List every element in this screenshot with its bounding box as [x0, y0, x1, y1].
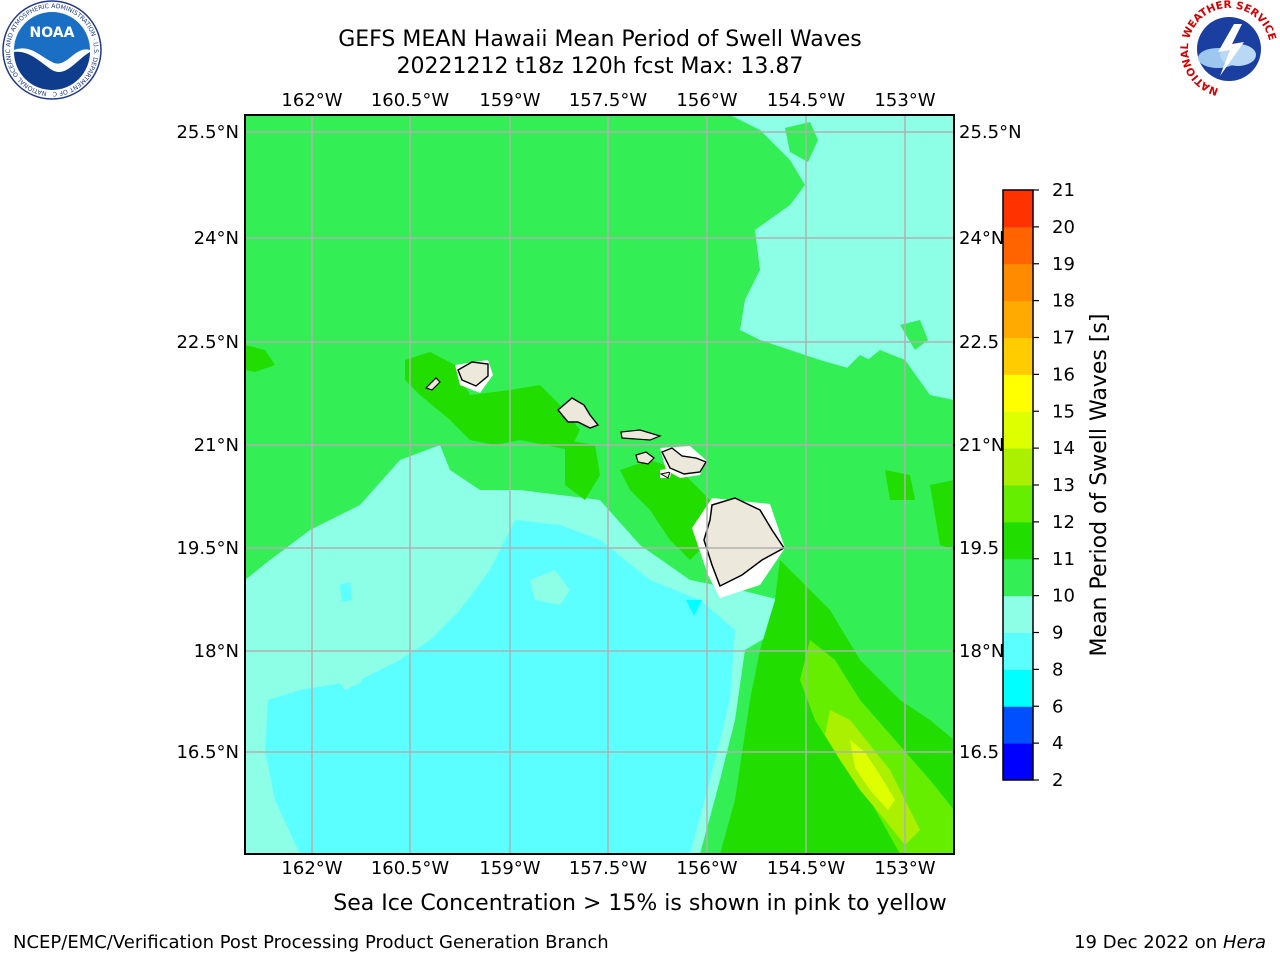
lon-tick-top: 156°W — [676, 90, 737, 111]
colorbar-swatch — [1003, 521, 1033, 560]
colorbar-swatch — [1003, 337, 1033, 375]
lon-tick-bottom: 160.5°W — [371, 858, 450, 879]
colorbar-swatch — [1003, 226, 1033, 265]
lat-tick-left: 25.5°N — [176, 122, 239, 143]
lat-tick-right: 21°N — [959, 435, 1004, 456]
lon-tick-top: 154.5°W — [767, 90, 846, 111]
lat-labels-right: 25.5°N 24°N 22.5 21°N 19.5 18°N 16.5 — [959, 122, 1022, 763]
lat-tick-left: 18°N — [194, 641, 239, 662]
lat-tick-left: 21°N — [194, 435, 239, 456]
maui-island — [661, 447, 708, 475]
lon-tick-bottom: 159°W — [479, 858, 540, 879]
colorbar-tick-label: 12 — [1052, 512, 1075, 533]
nws-logo: NATIONAL WEATHER SERVICE — [1179, 0, 1278, 98]
period-12-13-region — [800, 640, 954, 854]
lon-labels-bottom: 162°W 160.5°W 159°W 157.5°W 156°W 154.5°… — [281, 858, 935, 879]
colorbar-tick-label: 2 — [1052, 770, 1063, 791]
colorbar-tick-label: 21 — [1052, 180, 1075, 201]
colorbar-swatch — [1003, 595, 1033, 633]
big-island — [703, 497, 786, 588]
lon-tick-bottom: 156°W — [676, 858, 737, 879]
map-frame — [244, 114, 955, 855]
graticule — [245, 115, 954, 854]
oahu-island — [557, 397, 600, 429]
colorbar-tick-label: 18 — [1052, 291, 1075, 312]
kauai-island — [457, 361, 489, 387]
colorbar-tick-label: 8 — [1052, 659, 1063, 680]
colorbar: 2 4 6 8 9 10 11 12 13 14 15 16 17 18 19 20 21 — [1002, 180, 1075, 791]
molokai-island — [620, 429, 662, 441]
noaa-logo: NATIONAL OCEANIC AND ATMOSPHERIC ADMINIS… — [0, 0, 102, 100]
noaa-logo-text: NOAA — [30, 25, 75, 41]
colorbar-swatch — [1003, 706, 1033, 744]
lanai-island — [635, 451, 655, 465]
colorbar-tick-label: 17 — [1052, 328, 1075, 349]
lon-tick-bottom: 153°W — [874, 858, 935, 879]
colorbar-swatch — [1003, 374, 1033, 412]
niihau-island — [424, 377, 441, 391]
lon-tick-top: 159°W — [479, 90, 540, 111]
lon-labels-top: 162°W 160.5°W 159°W 157.5°W 156°W 154.5°… — [281, 90, 935, 111]
chart-title: GEFS MEAN Hawaii Mean Period of Swell Wa… — [338, 27, 862, 52]
period-11-12-kauai-oahu — [405, 352, 580, 450]
lat-tick-left: 22.5°N — [176, 332, 239, 353]
lat-tick-left: 24°N — [194, 228, 239, 249]
swell-period-field — [245, 115, 954, 854]
colorbar-swatch — [1003, 743, 1033, 781]
colorbar-tick-label: 19 — [1052, 254, 1075, 275]
colorbar-tick-label: 14 — [1052, 438, 1075, 459]
lon-tick-top: 162°W — [281, 90, 342, 111]
footer-host: Hera — [1222, 932, 1266, 953]
colorbar-tick-label: 9 — [1052, 623, 1063, 644]
kahoolawe-island — [659, 471, 671, 479]
colorbar-swatch — [1003, 263, 1033, 302]
lat-labels-left: 25.5°N 24°N 22.5°N 21°N 19.5°N 18°N 16.5… — [176, 122, 239, 763]
lon-tick-top: 160.5°W — [371, 90, 450, 111]
lon-tick-bottom: 162°W — [281, 858, 342, 879]
footer-date-text: 19 Dec 2022 on — [1074, 932, 1223, 953]
colorbar-tick-label: 4 — [1052, 733, 1063, 754]
colorbar-swatch — [1003, 448, 1033, 486]
colorbar-swatch — [1003, 632, 1033, 670]
footer-date: 19 Dec 2022 on Hera — [1074, 932, 1266, 953]
colorbar-swatch — [1003, 190, 1033, 228]
lon-tick-bottom: 154.5°W — [767, 858, 846, 879]
colorbar-label: Mean Period of Swell Waves [s] — [1087, 314, 1112, 657]
colorbar-tick-label: 13 — [1052, 475, 1075, 496]
lat-tick-right: 25.5°N — [959, 122, 1022, 143]
lon-tick-bottom: 157.5°W — [569, 858, 648, 879]
lat-tick-right: 19.5 — [959, 538, 999, 559]
footer-credit: NCEP/EMC/Verification Post Processing Pr… — [13, 932, 609, 953]
chart-subtitle: 20221212 t18z 120h fcst Max: 13.87 — [396, 54, 804, 79]
colorbar-swatch — [1003, 411, 1033, 449]
colorbar-tick-label: 16 — [1052, 364, 1075, 385]
colorbar-swatch — [1003, 300, 1033, 338]
period-8-9-region — [265, 520, 735, 854]
colorbar-tick-label: 10 — [1052, 586, 1075, 607]
colorbar-swatch — [1003, 669, 1033, 707]
lat-tick-left: 19.5°N — [176, 538, 239, 559]
lon-tick-top: 153°W — [874, 90, 935, 111]
lat-tick-right: 18°N — [959, 641, 1004, 662]
lat-tick-right: 16.5 — [959, 742, 999, 763]
colorbar-tick-label: 11 — [1052, 549, 1075, 570]
sea-ice-note: Sea Ice Concentration > 15% is shown in … — [333, 891, 947, 916]
colorbar-swatch — [1003, 485, 1033, 523]
lat-tick-right: 22.5 — [959, 332, 999, 353]
period-14-15-region — [850, 740, 895, 810]
period-9-10-ne-region — [730, 115, 954, 400]
colorbar-tick-label: 20 — [1052, 217, 1075, 238]
lat-tick-left: 16.5°N — [176, 742, 239, 763]
colorbar-tick-label: 15 — [1052, 401, 1075, 422]
lon-tick-top: 157.5°W — [569, 90, 648, 111]
lat-tick-right: 24°N — [959, 228, 1004, 249]
colorbar-swatch — [1003, 558, 1033, 597]
colorbar-tick-label: 6 — [1052, 696, 1063, 717]
